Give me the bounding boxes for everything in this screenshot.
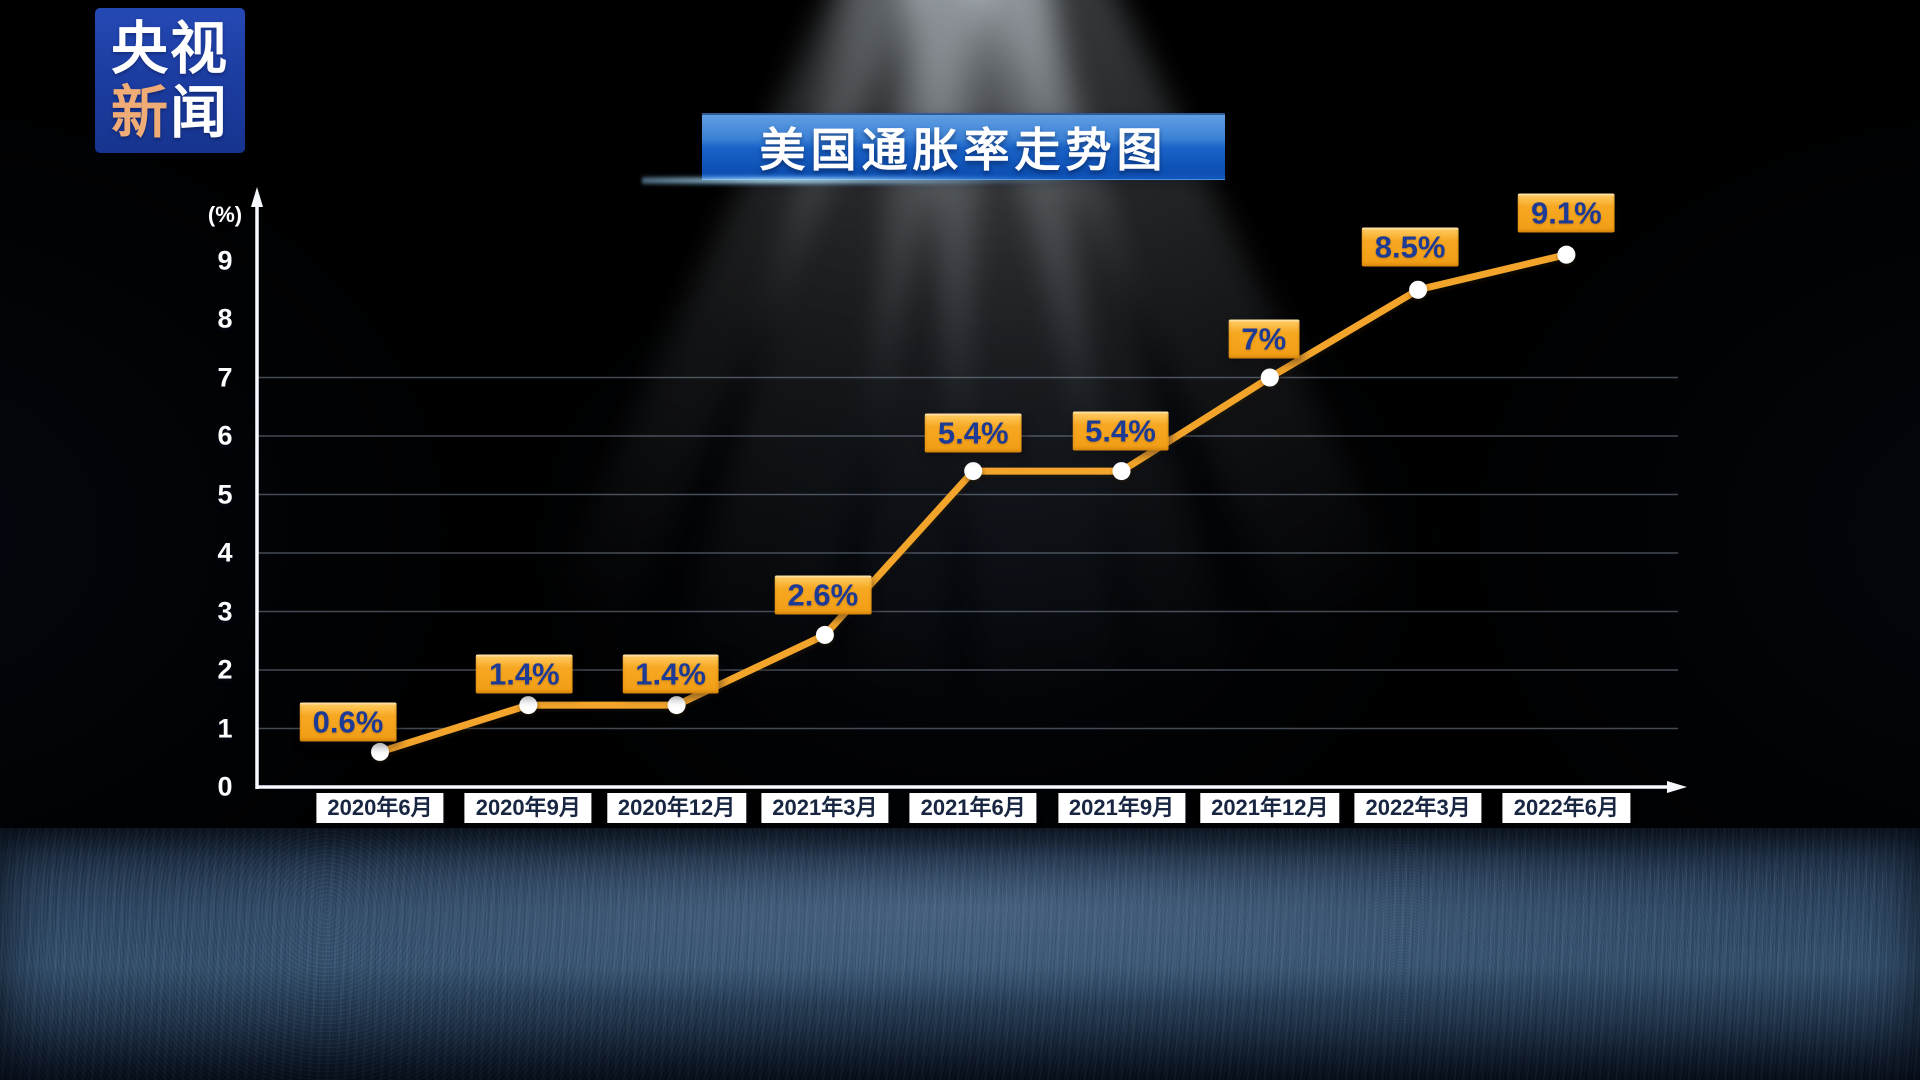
y-axis-tick-label: 1: [217, 713, 233, 743]
y-axis-tick-label: 8: [217, 303, 233, 334]
chart-title: 美国通胀率走势图: [759, 123, 1168, 176]
y-axis-arrow-icon: [251, 187, 263, 207]
x-axis-category-label: 2021年3月: [761, 793, 889, 823]
y-axis-tick-label: 4: [217, 537, 233, 568]
data-point-value-label: 1.4%: [475, 654, 573, 694]
x-axis-category-label: 2020年9月: [464, 793, 592, 823]
data-point: [1260, 368, 1279, 387]
data-point-value-label: 8.5%: [1361, 227, 1459, 267]
logo-text-line2: 新 闻: [111, 82, 229, 144]
data-point-value-label: 7%: [1228, 319, 1300, 358]
data-point: [1557, 245, 1576, 264]
x-axis-category-label: 2020年12月: [606, 793, 747, 823]
x-axis-category-label: 2022年3月: [1354, 793, 1482, 823]
x-axis-arrow-icon: [1667, 781, 1687, 793]
data-point-value-label: 0.6%: [299, 702, 397, 742]
x-axis-category-label: 2022年6月: [1502, 793, 1630, 823]
y-axis-tick-label: 0: [217, 771, 233, 802]
data-point-value-label: 5.4%: [924, 413, 1022, 453]
logo-text-accent: 新: [111, 80, 170, 145]
x-axis-category-label: 2021年9月: [1057, 793, 1186, 823]
chart-title-banner: 美国通胀率走势图: [642, 113, 1225, 186]
data-point: [815, 625, 834, 644]
x-axis-category-label: 2021年6月: [909, 793, 1037, 823]
studio-floor: [0, 828, 1920, 1080]
y-axis-tick-label: 7: [217, 362, 233, 392]
logo-text-line1: 央视: [111, 18, 229, 80]
logo-text: 央视: [111, 16, 229, 81]
y-axis-tick-label: 2: [217, 654, 233, 685]
data-point-value-label: 2.6%: [774, 575, 872, 615]
y-axis-tick-label: 6: [217, 420, 233, 451]
y-axis-tick-label: 9: [217, 245, 233, 275]
y-axis-unit-label: (%): [207, 202, 243, 227]
data-point-value-label: 9.1%: [1518, 193, 1615, 233]
y-axis-tick-label: 3: [217, 596, 233, 626]
data-point-value-label: 1.4%: [622, 654, 719, 694]
y-axis-tick-label: 5: [217, 479, 233, 509]
x-axis-category-label: 2020年6月: [316, 793, 444, 823]
logo-text: 闻: [170, 80, 229, 145]
data-point: [371, 742, 389, 761]
data-point: [519, 696, 538, 715]
data-point: [964, 462, 983, 481]
data-point-value-label: 5.4%: [1072, 411, 1169, 451]
cctv-news-logo: 央视 新 闻: [95, 8, 245, 153]
data-point: [1112, 462, 1131, 481]
data-point: [667, 696, 686, 715]
data-point: [1409, 280, 1428, 299]
banner-light-flare-icon: [642, 175, 1072, 186]
x-axis-category-label: 2021年12月: [1200, 793, 1340, 823]
